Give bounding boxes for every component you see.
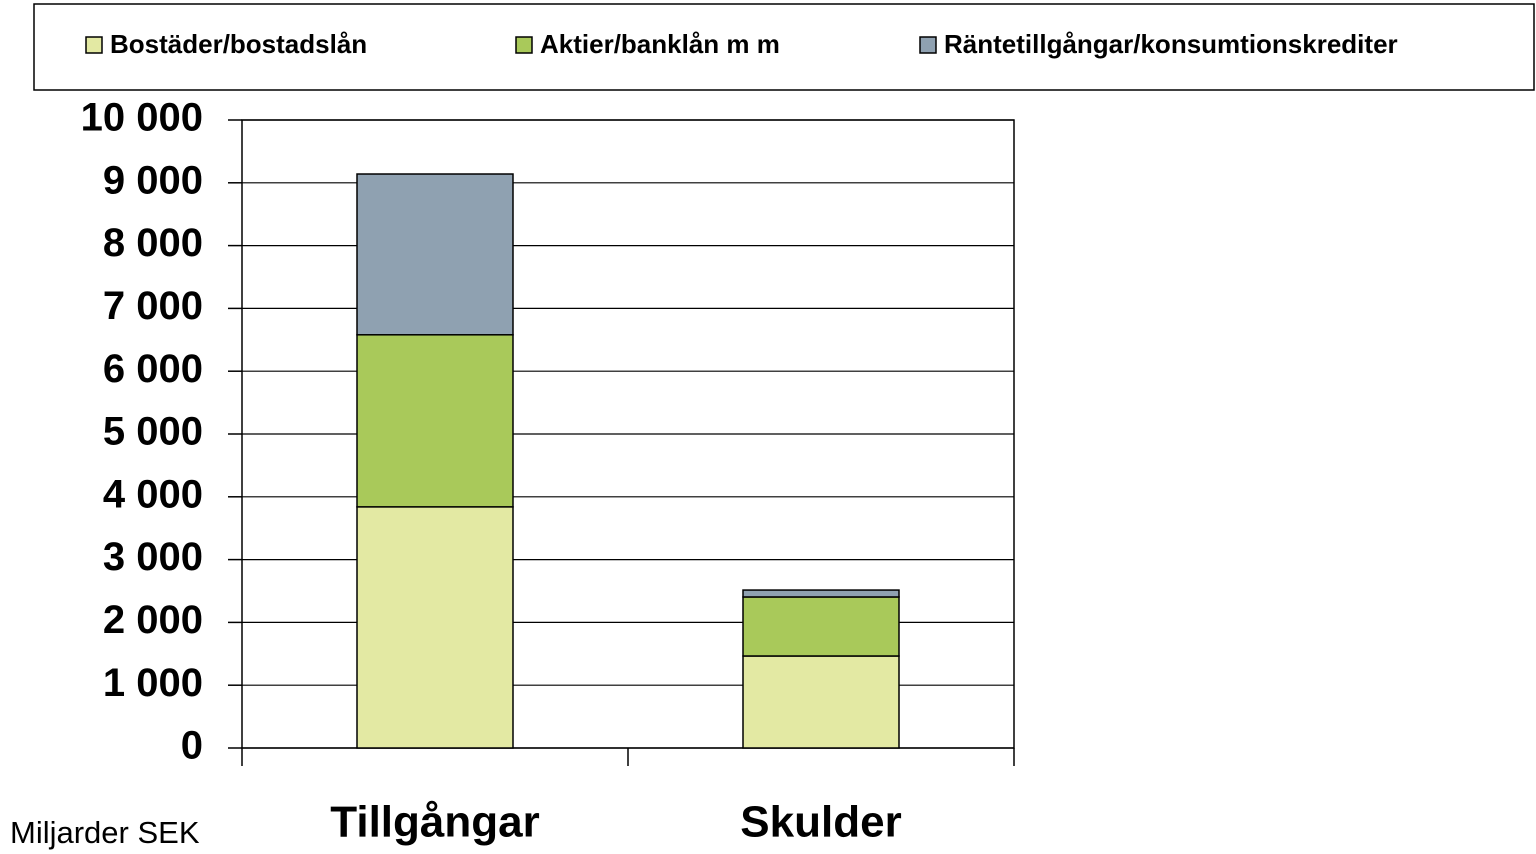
y-axis-label: Miljarder SEK [10, 815, 200, 850]
legend-swatch [515, 36, 533, 54]
bar-segment [356, 506, 514, 749]
y-tick-label: 8 000 [103, 221, 203, 265]
bar-segment [742, 596, 900, 657]
legend-swatch [919, 36, 937, 54]
y-tick-label: 5 000 [103, 410, 203, 454]
y-tick-label: 0 [181, 724, 203, 768]
y-tick-label: 10 000 [81, 96, 203, 140]
y-tick-label: 4 000 [103, 472, 203, 516]
legend-swatch [85, 36, 103, 54]
y-tick-label: 3 000 [103, 535, 203, 579]
bar-segment [356, 173, 514, 336]
legend-label: Bostäder/bostadslån [110, 29, 367, 59]
bar-segment [742, 589, 900, 598]
y-tick-label: 7 000 [103, 284, 203, 328]
y-tick-label: 6 000 [103, 347, 203, 391]
y-tick-label: 2 000 [103, 598, 203, 642]
bar-segment [356, 334, 514, 508]
y-tick-label: 1 000 [103, 661, 203, 705]
x-tick-label: Tillgångar [330, 798, 539, 847]
y-tick-label: 9 000 [103, 158, 203, 202]
legend-label: Räntetillgångar/konsumtionskrediter [944, 29, 1398, 59]
legend-label: Aktier/banklån m m [540, 29, 780, 59]
bar-segment [742, 655, 900, 749]
x-tick-label: Skulder [740, 798, 901, 847]
legend-box [33, 3, 1535, 91]
